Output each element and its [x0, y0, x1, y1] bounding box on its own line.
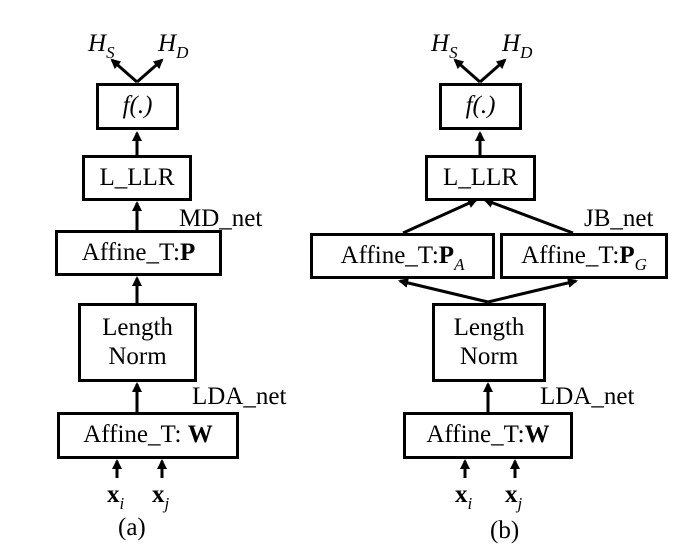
panel-a-llr-box: L_LLR	[82, 155, 192, 201]
panel-b-length-norm-box: Length Norm	[432, 303, 546, 382]
panel-b-affine-w-box: Affine_T:W	[403, 412, 573, 459]
panel-b-input-xi: xi	[455, 481, 473, 513]
arrow-b-norm-to-pg	[487, 277, 578, 304]
panel-b-f-box: f(.)	[439, 83, 522, 130]
arrow-a-to-hs	[110, 58, 138, 84]
panel-b-llr-box: L_LLR	[425, 155, 536, 201]
panel-b-caption: (b)	[490, 517, 520, 544]
panel-a-input-xj: xj	[152, 481, 170, 513]
panel-b-affine-pa-box: Affine_T:PA	[310, 233, 495, 279]
arrow-b-norm-to-pa	[398, 277, 489, 304]
panel-a-lda-net-label: LDA_net	[192, 383, 287, 410]
panel-b-lda-net-label: LDA_net	[540, 383, 635, 410]
panel-b-affine-pg-box: Affine_T:PG	[500, 233, 668, 279]
panel-b-output-hs: HS	[431, 30, 458, 62]
arrow-a-to-hd	[136, 58, 164, 84]
arrow-b-pa-to-llr	[402, 198, 478, 235]
panel-a-input-xi: xi	[107, 481, 125, 513]
panel-b-jb-net-label: JB_net	[584, 205, 654, 232]
arrow-b-pg-to-llr	[483, 198, 574, 235]
panel-a-caption: (a)	[118, 514, 146, 541]
panel-b-input-xj: xj	[505, 481, 523, 513]
panel-a-output-hs: HS	[88, 30, 115, 62]
arrow-b-to-hs	[453, 58, 481, 84]
panel-a-affine-p-box: Affine_T:P	[55, 230, 222, 276]
panel-a-affine-w-box: Affine_T: W	[57, 412, 239, 459]
panel-a-length-norm-box: Length Norm	[78, 303, 197, 382]
arrow-b-to-hd	[479, 58, 507, 84]
panel-b-output-hd: HD	[502, 30, 533, 62]
panel-a-f-box: f(.)	[96, 83, 179, 130]
panel-a-output-hd: HD	[158, 30, 189, 62]
panel-a-md-net-label: MD_net	[179, 205, 263, 232]
